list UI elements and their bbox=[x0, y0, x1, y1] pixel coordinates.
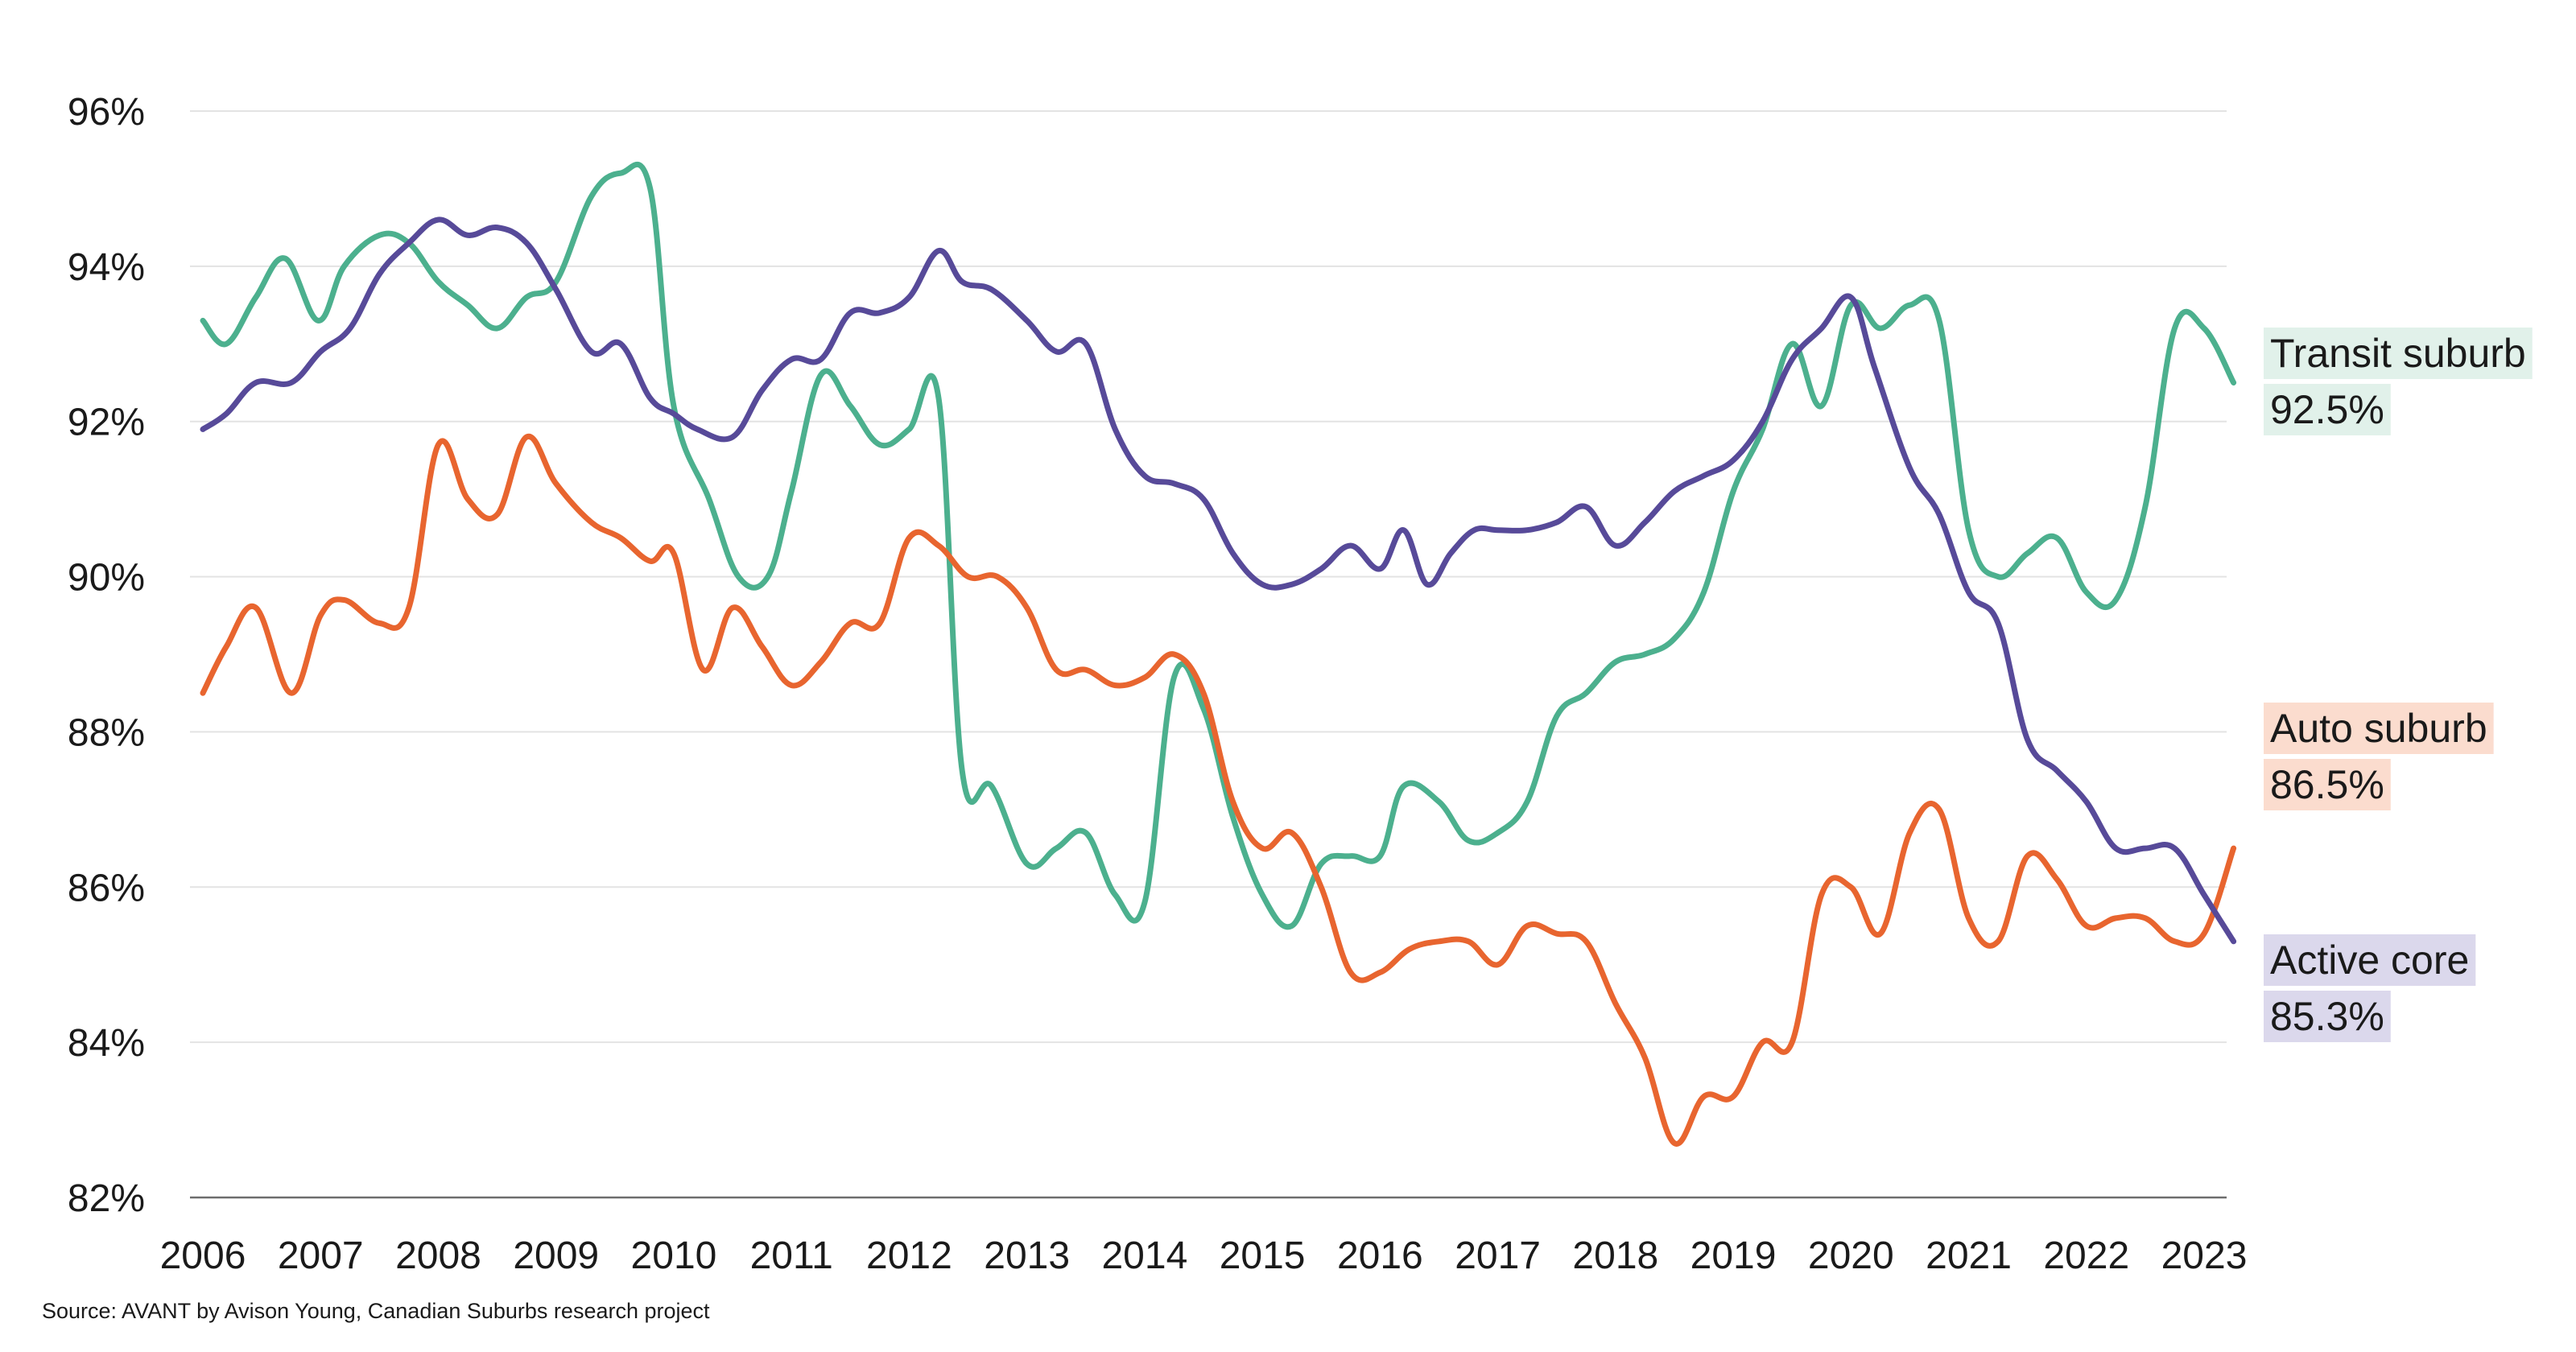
end-label-background bbox=[2264, 328, 2533, 379]
end-label-name: Auto suburb bbox=[2270, 706, 2487, 751]
end-label-name: Transit suburb bbox=[2270, 331, 2526, 376]
x-tick-label: 2014 bbox=[1101, 1235, 1187, 1277]
y-tick-label: 86% bbox=[68, 867, 145, 909]
end-label-background bbox=[2264, 384, 2391, 435]
x-tick-label: 2016 bbox=[1337, 1235, 1423, 1277]
end-label-transit-suburb: Transit suburb 92.5% bbox=[2264, 328, 2533, 435]
end-label-name: Active core bbox=[2270, 938, 2469, 983]
end-label-background bbox=[2264, 703, 2494, 754]
x-tick-label: 2011 bbox=[750, 1235, 833, 1277]
x-tick-label: 2008 bbox=[395, 1235, 481, 1277]
series-line-auto-suburb bbox=[200, 433, 2237, 1147]
x-tick-label: 2015 bbox=[1220, 1235, 1306, 1277]
gridlines bbox=[190, 110, 2227, 1199]
end-label-background bbox=[2264, 934, 2476, 986]
y-tick-label: 84% bbox=[68, 1022, 145, 1065]
end-label-auto-suburb: Auto suburb 86.5% bbox=[2264, 703, 2494, 810]
end-label-value: 85.3% bbox=[2270, 994, 2384, 1039]
x-tick-label: 2013 bbox=[984, 1235, 1070, 1277]
series-lines bbox=[200, 162, 2237, 1147]
x-tick-label: 2018 bbox=[1572, 1235, 1658, 1277]
y-tick-label: 92% bbox=[68, 402, 145, 444]
series-line-active-core bbox=[200, 216, 2237, 945]
x-tick-label: 2020 bbox=[1808, 1235, 1894, 1277]
y-tick-label: 90% bbox=[68, 557, 145, 600]
end-labels: Transit suburb 92.5% Auto suburb 86.5% Activ… bbox=[2264, 328, 2533, 1042]
x-tick-label: 2006 bbox=[160, 1235, 246, 1277]
y-tick-label: 94% bbox=[68, 246, 145, 289]
end-label-value: 92.5% bbox=[2270, 387, 2384, 432]
series-line-transit-suburb bbox=[200, 162, 2237, 930]
x-tick-label: 2022 bbox=[2043, 1235, 2129, 1277]
end-label-active-core: Active core 85.3% bbox=[2264, 934, 2476, 1042]
y-tick-label: 96% bbox=[68, 91, 145, 134]
x-tick-label: 2019 bbox=[1690, 1235, 1777, 1277]
end-label-background bbox=[2264, 991, 2391, 1042]
source-note: Source: AVANT by Avison Young, Canadian … bbox=[42, 1299, 710, 1323]
y-tick-label: 88% bbox=[68, 711, 145, 754]
x-tick-label: 2021 bbox=[1926, 1235, 2012, 1277]
x-tick-label: 2009 bbox=[513, 1235, 599, 1277]
x-axis: 2006 2007 2008 2009 2010 2011 2012 2013 2014 2015… bbox=[160, 1235, 2248, 1277]
x-tick-label: 2007 bbox=[278, 1235, 364, 1277]
x-tick-label: 2010 bbox=[631, 1235, 717, 1277]
x-tick-label: 2017 bbox=[1455, 1235, 1541, 1277]
x-tick-label: 2012 bbox=[866, 1235, 952, 1277]
x-tick-label: 2023 bbox=[2161, 1235, 2248, 1277]
y-axis: 82% 84% 86% 88% 90% 92% 94% 96% bbox=[68, 91, 145, 1220]
end-label-value: 86.5% bbox=[2270, 762, 2384, 807]
y-tick-label: 82% bbox=[68, 1177, 145, 1220]
end-label-background bbox=[2264, 759, 2391, 810]
